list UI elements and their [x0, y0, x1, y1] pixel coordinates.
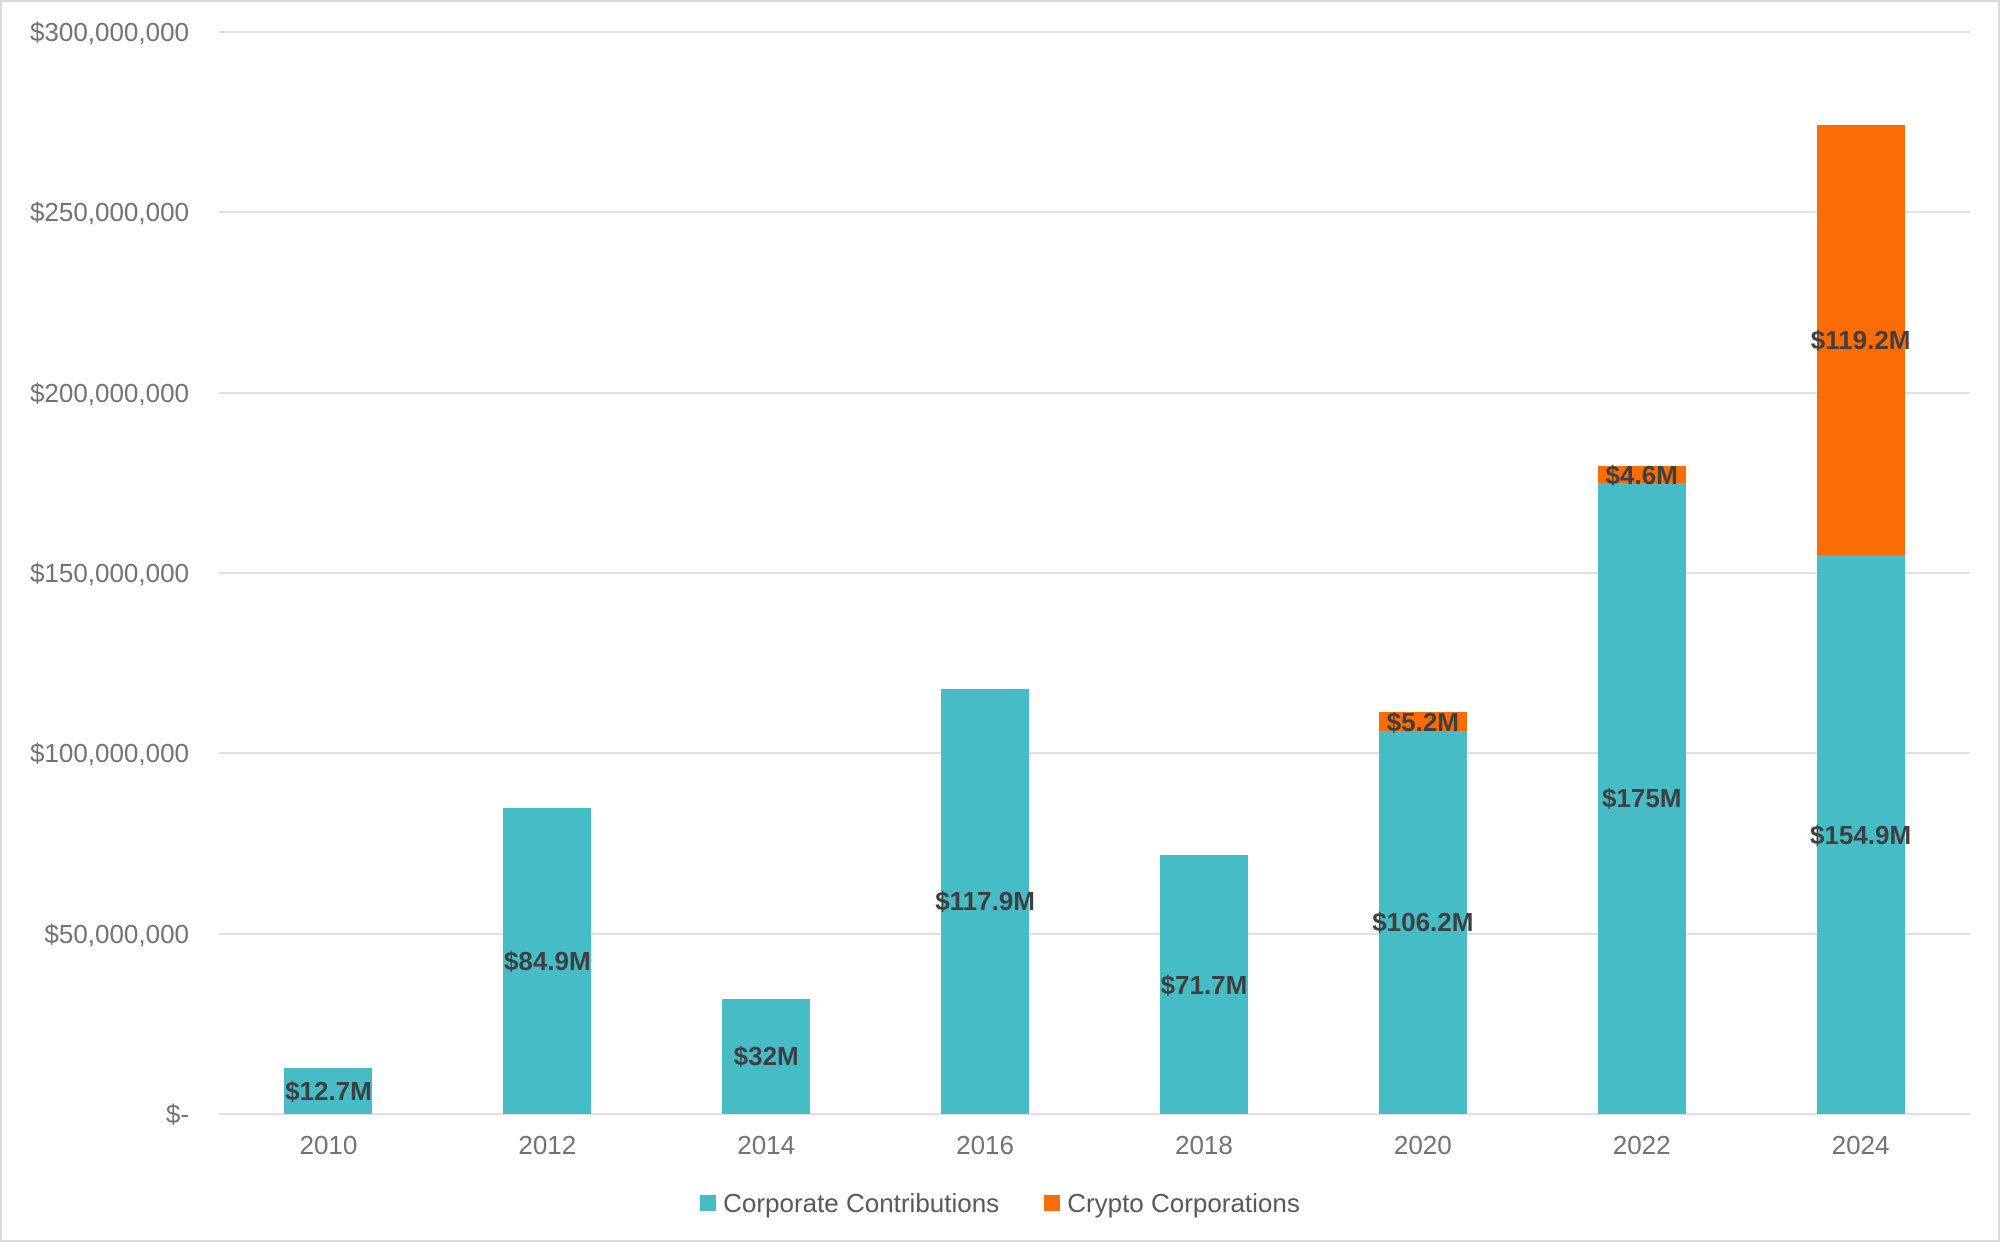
legend-swatch-corporate-icon [700, 1195, 717, 1211]
y-axis-tick-label: $50,000,000 [44, 918, 189, 949]
bar-segment-corporate-2022 [1597, 482, 1686, 1114]
x-axis-label-2014: 2014 [737, 1130, 796, 1160]
bar-value-label-crypto-2024: $119.2M [1810, 325, 1911, 356]
bar-value-label-corporate-2010: $12.7M [285, 1076, 372, 1107]
y-axis-tick-label: $150,000,000 [29, 558, 189, 588]
x-axis-label-2020: 2020 [1393, 1130, 1452, 1160]
x-axis-label-2022: 2022 [1612, 1130, 1671, 1160]
bar-value-label-corporate-2014: $32M [733, 1041, 799, 1072]
x-axis-label-2012: 2012 [518, 1130, 577, 1160]
bar-value-label-corporate-2018: $71.7M [1160, 969, 1248, 1000]
bar-segment-corporate-2018 [1159, 855, 1248, 1114]
bar-segment-crypto-2020 [1378, 712, 1467, 731]
legend-label-crypto: Crypto Corporations [1067, 1188, 1300, 1218]
y-axis-tick-label: $200,000,000 [29, 377, 189, 408]
x-axis-label-2016: 2016 [956, 1130, 1014, 1160]
legend: Corporate Contributions Crypto Corporati… [2, 1190, 1998, 1216]
y-axis-tick-label: $- [165, 1099, 189, 1129]
bar-segment-corporate-2010 [284, 1068, 373, 1114]
legend-item-corporate-contributions: Corporate Contributions [700, 1190, 999, 1216]
bar-segment-crypto-2022 [1597, 466, 1686, 483]
gridline [219, 932, 1970, 935]
y-axis-tick-label: $300,000,000 [29, 17, 189, 47]
gridline [219, 31, 1970, 33]
x-axis-label-2018: 2018 [1175, 1130, 1233, 1160]
bar-segment-corporate-2012 [503, 807, 592, 1114]
y-axis-tick-label: $100,000,000 [29, 738, 189, 769]
gridline [219, 752, 1970, 755]
bar-segment-corporate-2024 [1816, 555, 1905, 1114]
bar-segment-corporate-2014 [722, 998, 811, 1114]
bar-segment-corporate-2016 [941, 688, 1030, 1114]
bar-value-label-corporate-2024: $154.9M [1809, 819, 1912, 850]
bar-value-label-corporate-2022: $175M [1601, 783, 1682, 814]
gridline [219, 572, 1970, 574]
bar-value-label-corporate-2012: $84.9M [503, 945, 591, 976]
y-axis-tick-label: $250,000,000 [29, 197, 189, 228]
gridline [219, 1113, 1970, 1115]
bar-value-label-corporate-2020: $106.2M [1372, 907, 1474, 938]
legend-label-corporate: Corporate Contributions [723, 1188, 1000, 1218]
bar-segment-corporate-2020 [1378, 730, 1467, 1114]
legend-swatch-crypto-icon [1044, 1195, 1061, 1211]
gridline [219, 391, 1970, 394]
bar-value-label-crypto-2020: $5.2M [1386, 706, 1459, 737]
x-axis-label-2024: 2024 [1831, 1130, 1890, 1160]
bar-value-label-corporate-2016: $117.9M [935, 886, 1035, 917]
gridline [219, 211, 1970, 214]
bar-value-label-crypto-2022: $4.6M [1605, 459, 1678, 490]
bar-segment-crypto-2024 [1816, 125, 1905, 556]
legend-item-crypto-corporations: Crypto Corporations [1044, 1190, 1300, 1216]
x-axis-label-2010: 2010 [299, 1130, 358, 1160]
